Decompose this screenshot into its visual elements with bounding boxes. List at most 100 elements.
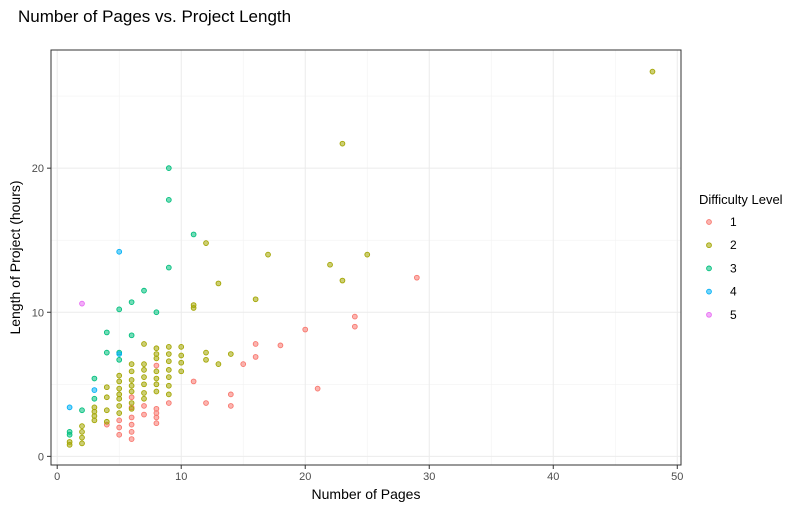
- data-point: [153, 381, 160, 388]
- data-point: [252, 296, 259, 303]
- x-tick-label: 0: [54, 471, 60, 483]
- data-point: [178, 352, 185, 359]
- data-point: [252, 341, 259, 347]
- y-axis-label: Length of Project (hours): [7, 180, 23, 334]
- data-point: [128, 400, 135, 406]
- data-point: [190, 378, 197, 385]
- data-point: [203, 400, 209, 406]
- legend-label-4: 4: [730, 285, 737, 299]
- legend-items: 1 2 3 4 5: [706, 215, 737, 322]
- data-point: [79, 429, 85, 435]
- data-point: [91, 395, 98, 402]
- data-point: [79, 423, 85, 429]
- data-point: [190, 231, 197, 238]
- data-point: [103, 329, 110, 336]
- data-point: [339, 277, 346, 284]
- data-point: [116, 351, 123, 357]
- data-point: [128, 377, 135, 383]
- data-point: [351, 323, 358, 330]
- data-point: [116, 403, 123, 409]
- data-point: [141, 403, 147, 409]
- data-point: [165, 400, 172, 406]
- data-point: [227, 403, 234, 409]
- panel-border: [50, 49, 682, 466]
- data-point: [128, 405, 135, 412]
- legend-key-5: [706, 311, 712, 318]
- data-point: [79, 434, 85, 441]
- data-point: [165, 343, 172, 350]
- data-point: [116, 410, 123, 416]
- data-point: [215, 280, 222, 287]
- legend-label-2: 2: [730, 238, 737, 252]
- x-tick-label: 30: [423, 471, 435, 483]
- data-point: [165, 264, 172, 271]
- data-point: [116, 424, 123, 431]
- data-point: [79, 407, 85, 414]
- data-point: [116, 431, 123, 438]
- data-point: [153, 351, 160, 357]
- data-point: [153, 362, 160, 369]
- data-point: [128, 368, 135, 375]
- data-point: [116, 356, 123, 363]
- data-point: [141, 395, 147, 402]
- data-point: [103, 418, 110, 425]
- data-point: [203, 356, 209, 363]
- x-tick-label: 40: [547, 471, 559, 483]
- data-point: [116, 417, 123, 424]
- data-point: [364, 251, 371, 258]
- data-point: [178, 368, 185, 375]
- data-point: [153, 309, 160, 316]
- data-point: [153, 405, 160, 412]
- data-point: [165, 197, 172, 203]
- data-point: [165, 367, 172, 373]
- legend-key-1: [706, 219, 712, 225]
- data-point: [141, 411, 147, 418]
- data-point: [128, 382, 135, 389]
- data-point: [178, 359, 185, 366]
- data-point: [91, 404, 98, 411]
- data-point: [128, 299, 135, 306]
- data-point: [128, 332, 135, 339]
- data-point: [227, 391, 234, 398]
- data-point: [79, 300, 85, 307]
- y-tick-label: 20: [32, 163, 44, 175]
- data-point: [165, 391, 172, 398]
- data-point: [165, 374, 172, 380]
- data-point: [265, 251, 271, 258]
- x-tick-label: 10: [175, 471, 187, 483]
- data-point: [302, 326, 309, 333]
- legend-key-4: [706, 288, 712, 295]
- data-point: [165, 382, 172, 389]
- data-point: [128, 394, 135, 401]
- legend-label-5: 5: [730, 308, 737, 322]
- data-point: [116, 372, 123, 379]
- data-point: [103, 349, 110, 356]
- axis-ticks: 0 10 20 30 40 50 0 10 20: [32, 163, 684, 483]
- data-point: [66, 429, 73, 435]
- data-point: [79, 440, 85, 447]
- data-point: [314, 385, 321, 392]
- data-point: [203, 349, 209, 356]
- data-points: [66, 68, 656, 448]
- y-tick-label: 0: [38, 451, 44, 463]
- data-point: [227, 351, 234, 357]
- data-point: [91, 387, 98, 393]
- data-point: [91, 375, 98, 382]
- x-tick-label: 20: [299, 471, 311, 483]
- data-point: [128, 388, 135, 395]
- data-point: [66, 439, 73, 445]
- data-point: [190, 302, 197, 308]
- grid-lines: [51, 50, 681, 465]
- data-point: [215, 361, 222, 367]
- data-point: [141, 374, 147, 380]
- data-point: [128, 436, 135, 442]
- data-point: [153, 388, 160, 395]
- data-point: [165, 351, 172, 357]
- data-point: [413, 274, 420, 281]
- data-point: [103, 384, 110, 391]
- data-point: [116, 306, 123, 313]
- data-point: [103, 394, 110, 401]
- data-point: [128, 429, 135, 435]
- data-point: [66, 404, 73, 411]
- x-axis-label: Number of Pages: [312, 486, 421, 502]
